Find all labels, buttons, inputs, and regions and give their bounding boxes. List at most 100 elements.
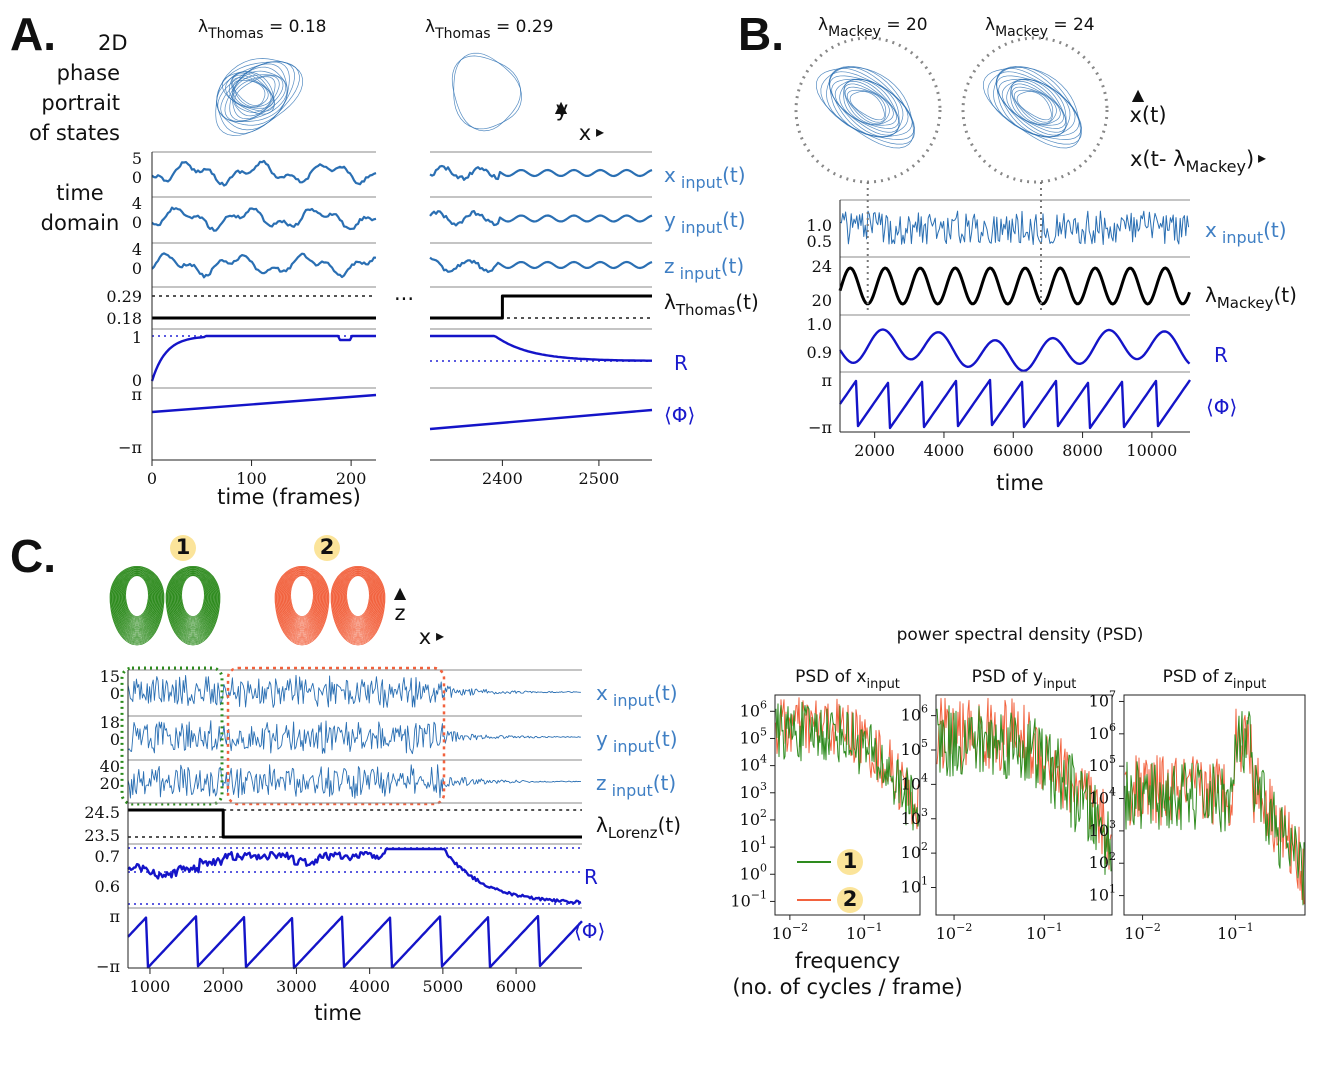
lorenz-attractor-1-loop (176, 578, 210, 626)
label-R-b: R (1214, 343, 1228, 367)
series-y-right (429, 210, 653, 227)
psd-xtick-exp: −1 (1046, 921, 1062, 934)
lorenz-attractor-2-loop (338, 574, 378, 632)
label-x-input-sub: input (676, 173, 722, 192)
lorenz-attractor-1-loop (173, 575, 213, 631)
mackey-attractor-loop (820, 66, 915, 145)
lorenz-attractor-2-loop (333, 568, 383, 642)
psd-xtick-exp: −2 (1145, 921, 1161, 934)
lorenz-attractor-1-loop (166, 567, 220, 644)
badge (170, 535, 196, 561)
series-y-left (151, 206, 377, 232)
mackey-attractor-loop (829, 75, 904, 138)
lorenz-attractor-2-loop (330, 565, 386, 646)
psd-ytick-base: 10 (1089, 789, 1109, 808)
psd-ytick-base: 10 (740, 756, 760, 775)
thomas-limit-cycle (451, 52, 522, 132)
label-x-input-c-post: (t) (654, 681, 677, 705)
series-z-left (151, 252, 377, 279)
lorenz-attractor-2-loop (336, 572, 380, 635)
lorenz-attractor-2-loop (337, 574, 379, 633)
psd-ytick: 105 (901, 737, 928, 759)
xtick-b: 8000 (1062, 441, 1103, 460)
psd-ytick-base: 10 (901, 774, 921, 793)
mackey-attractor-loop (831, 78, 900, 136)
lorenz-attractor-2-loop (281, 574, 323, 633)
lorenz-attractor-1 (109, 565, 221, 646)
label-lambda-mackey-post: (t) (1273, 283, 1296, 307)
psd-series-1 (1124, 711, 1305, 906)
lorenz-attractor-1-loop (166, 566, 220, 645)
psd-ytick: 103 (1089, 818, 1116, 840)
thomas-attractor-chaotic-loop (215, 58, 304, 136)
ytick-R-b: 0.9 (807, 343, 832, 362)
psd-ytick-exp: 6 (760, 698, 767, 711)
lorenz-attractor-1-loop (115, 572, 159, 635)
lorenz-attractor-1-loop (120, 578, 154, 627)
psd-ytick-base: 10 (1089, 691, 1109, 710)
R-curve-left (150, 334, 376, 382)
lorenz-attractor-1-loop (109, 565, 165, 646)
mackey-attractor (816, 66, 915, 149)
ytick-x: 0 (132, 168, 142, 187)
lambda-lorenz (128, 808, 582, 839)
axis-arrow-x: ▸ (596, 122, 604, 141)
mackey-attractor-loop (844, 86, 890, 125)
xtick-b: 4000 (924, 441, 965, 460)
psd-xtick: 10−1 (1217, 921, 1254, 943)
psd-xtick-exp: −2 (792, 921, 808, 934)
lorenz-attractor-1-loop (176, 578, 210, 627)
ytick-phase-b: −π (808, 418, 832, 437)
phase-axis-x-b: x(t- λMackey) (1130, 147, 1254, 176)
lorenz-attractor-2-loop (335, 571, 381, 637)
ytick-phase-c: π (109, 907, 120, 926)
lorenz-attractor-1-loop (167, 567, 219, 643)
psd-frame (774, 694, 921, 916)
label-lambda-thomas: λThomas(t) (664, 290, 759, 319)
title-mackey-20-post: = 20 (881, 15, 928, 35)
thomas-attractor-inner-loop (233, 79, 266, 106)
lorenz-attractor-2-loop (341, 578, 375, 626)
lorenz-attractor-1-loop (168, 568, 218, 642)
series-x-c (127, 674, 581, 708)
thomas-attractor-inner-loop (231, 74, 272, 108)
label-phase-c: ⟨Φ⟩ (574, 919, 605, 943)
phase-curve-c (127, 914, 583, 970)
psd-xtick: 10−2 (936, 921, 973, 943)
lorenz-attractor-2-loop (334, 570, 382, 638)
label-x-input: x input(t) (664, 163, 746, 192)
psd-ytick-exp: 0 (760, 861, 767, 874)
mackey-attractor-loop (834, 78, 900, 133)
thomas-attractor-chaotic-loop (224, 66, 288, 122)
lorenz-attractor-2-loop (339, 576, 377, 630)
xtick-c: 5000 (423, 977, 464, 996)
lorenz-attractor-1-loop (116, 573, 158, 634)
panel-label-c: C. (10, 530, 56, 582)
psd-subplot-title-main: PSD of x (795, 667, 866, 687)
zoom-circle (794, 36, 942, 184)
label-phase-a: ⟨Φ⟩ (664, 403, 695, 427)
mackey-attractor-loop (843, 83, 894, 125)
lorenz-attractor-2-loop (331, 567, 385, 644)
lorenz-attractor-1-loop (175, 577, 211, 628)
psd-ytick-exp: 4 (1109, 786, 1116, 799)
lorenz-attractor-1-loop (110, 567, 164, 644)
title-thomas-018-sub: Thomas (207, 26, 264, 42)
ytick-lambda: 0.18 (106, 309, 142, 328)
ytick-z: 4 (132, 240, 142, 259)
xtick-a: 100 (236, 469, 267, 488)
lambda-thomas-right (430, 294, 652, 320)
label-x-input-b-sub: input (1217, 228, 1263, 247)
thomas-attractor-chaotic-loop (220, 63, 288, 123)
lorenz-attractor-1-loop (118, 576, 156, 630)
psd-ytick-exp: 5 (1109, 753, 1116, 766)
title-mackey-24-post: = 24 (1048, 15, 1095, 35)
phase-axis-x-c: x (419, 625, 431, 649)
mackey-attractor-loop (1016, 91, 1052, 121)
ytick-phase: π (131, 385, 142, 404)
ytick-z-c: 20 (100, 774, 120, 793)
psd-series-1 (775, 701, 920, 831)
psd-ytick-exp: 1 (1109, 883, 1116, 896)
mackey-attractor-loop (995, 71, 1076, 138)
psd-subplot-title-main: PSD of y (972, 667, 1043, 687)
